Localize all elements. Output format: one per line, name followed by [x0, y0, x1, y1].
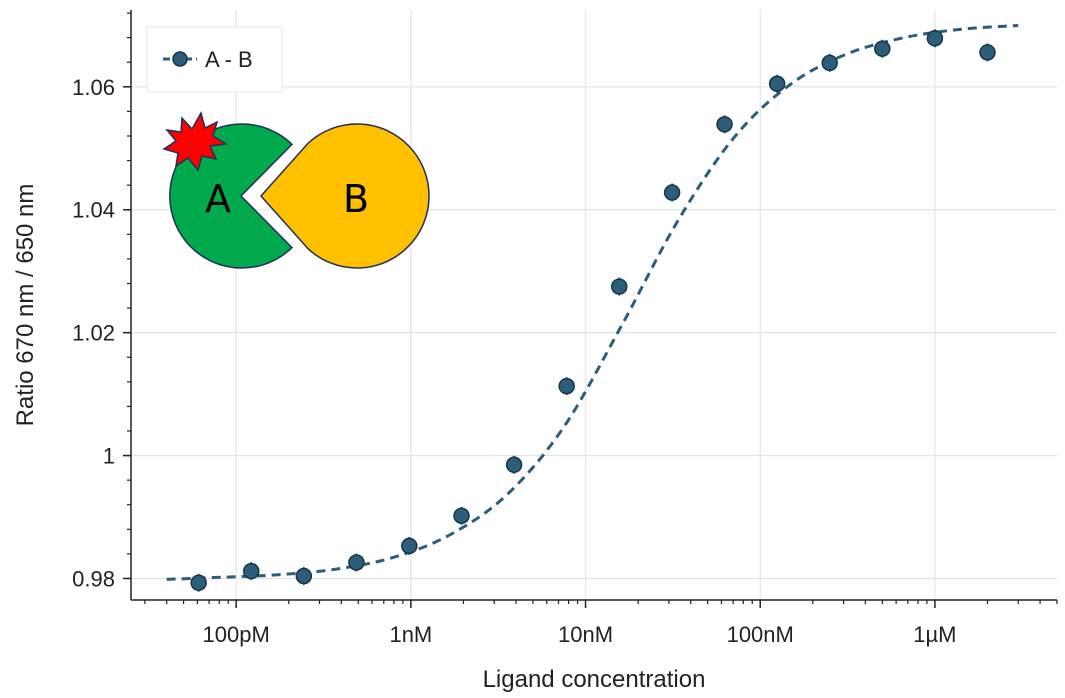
- protein-b-shape: [259, 123, 430, 269]
- legend: A - B: [146, 26, 283, 93]
- fit-curve-group: [166, 24, 1019, 581]
- x-tick-label: 1µM: [913, 622, 956, 647]
- axes: 0.98 1 1.02 1.04 1.06 100pM 1nM 10nM 100nM 1µM: [72, 10, 1058, 647]
- data-point: [243, 562, 260, 580]
- x-tick-label: 100nM: [727, 622, 794, 647]
- y-tick-label: 1.02: [72, 321, 115, 346]
- data-point: [401, 537, 418, 555]
- y-tick-label: 0.98: [72, 566, 115, 591]
- data-point: [979, 44, 996, 61]
- data-point: [453, 507, 470, 525]
- data-point: [926, 30, 944, 47]
- data-point: [821, 54, 838, 72]
- y-tick-label: 1.06: [72, 75, 115, 100]
- data-point: [611, 278, 628, 295]
- grid: [131, 10, 1057, 600]
- protein-a-label: A: [205, 177, 231, 221]
- data-points: [190, 29, 996, 592]
- fit-curve: [166, 24, 1019, 581]
- data-point: [348, 554, 365, 571]
- data-point: [295, 567, 313, 585]
- data-point: [716, 116, 733, 133]
- data-point: [874, 40, 891, 57]
- binding-illustration: A B: [162, 111, 430, 269]
- data-point: [663, 184, 681, 201]
- x-axis-title: Ligand concentration: [483, 666, 706, 693]
- data-point: [768, 75, 786, 92]
- legend-label-a-b: A - B: [205, 47, 253, 72]
- x-tick-label: 100pM: [203, 622, 270, 647]
- x-tick-label: 1nM: [389, 622, 432, 647]
- legend-marker-swatch: [172, 51, 188, 67]
- y-axis-title: Ratio 670 nm / 650 nm: [12, 184, 39, 427]
- y-tick-label: 1.04: [72, 198, 115, 223]
- protein-b-label: B: [343, 177, 369, 221]
- data-point: [505, 456, 523, 474]
- data-point: [558, 377, 575, 395]
- activation-burst-icon: [162, 111, 229, 172]
- x-tick-label: 10nM: [558, 622, 613, 647]
- y-tick-label: 1: [103, 444, 115, 469]
- data-point: [190, 574, 207, 592]
